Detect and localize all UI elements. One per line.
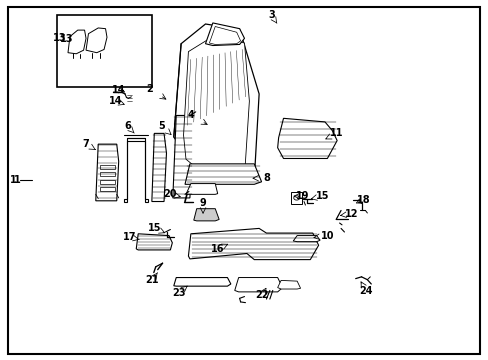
Bar — [57, 15, 152, 87]
Text: 9: 9 — [199, 198, 206, 208]
Polygon shape — [209, 27, 240, 44]
Polygon shape — [184, 164, 261, 184]
Polygon shape — [172, 116, 193, 198]
Bar — [100, 180, 115, 184]
Text: 19: 19 — [296, 191, 309, 201]
Bar — [100, 172, 115, 176]
Polygon shape — [185, 184, 217, 194]
Polygon shape — [183, 37, 249, 179]
Text: 1: 1 — [14, 175, 21, 185]
Text: 5: 5 — [158, 121, 164, 131]
Text: 13: 13 — [60, 34, 74, 44]
Polygon shape — [86, 28, 107, 53]
Text: 1: 1 — [10, 175, 17, 185]
Polygon shape — [152, 134, 166, 202]
Polygon shape — [173, 24, 259, 184]
Text: 4: 4 — [187, 111, 194, 121]
Text: 23: 23 — [172, 288, 185, 298]
Bar — [291, 192, 302, 204]
Polygon shape — [173, 278, 230, 286]
Polygon shape — [68, 30, 86, 54]
Text: 10: 10 — [320, 231, 333, 240]
Text: 14: 14 — [108, 96, 122, 106]
Polygon shape — [205, 23, 244, 45]
Text: 16: 16 — [210, 244, 224, 254]
Text: 18: 18 — [356, 195, 370, 205]
Text: 7: 7 — [82, 139, 89, 149]
Bar — [100, 165, 115, 169]
Text: 13: 13 — [52, 33, 66, 43]
Text: 8: 8 — [263, 173, 269, 183]
Polygon shape — [123, 138, 148, 202]
Polygon shape — [277, 118, 336, 158]
Text: 20: 20 — [163, 189, 177, 199]
Polygon shape — [188, 228, 318, 260]
Polygon shape — [293, 235, 320, 242]
Text: 3: 3 — [267, 10, 274, 20]
Text: 2: 2 — [146, 84, 152, 94]
Text: 15: 15 — [147, 224, 161, 233]
Polygon shape — [277, 280, 300, 289]
Polygon shape — [136, 234, 172, 250]
Text: 21: 21 — [145, 275, 158, 285]
Polygon shape — [234, 278, 282, 292]
Polygon shape — [96, 144, 119, 201]
Text: 12: 12 — [345, 209, 358, 219]
Text: 14: 14 — [112, 85, 125, 95]
Circle shape — [293, 196, 299, 200]
Text: 11: 11 — [330, 129, 343, 138]
Text: 22: 22 — [254, 291, 268, 301]
Text: 17: 17 — [123, 232, 136, 242]
Text: 6: 6 — [124, 121, 131, 131]
Polygon shape — [193, 209, 219, 221]
Text: 24: 24 — [359, 286, 372, 296]
Text: 15: 15 — [315, 191, 328, 201]
Bar — [100, 187, 115, 192]
